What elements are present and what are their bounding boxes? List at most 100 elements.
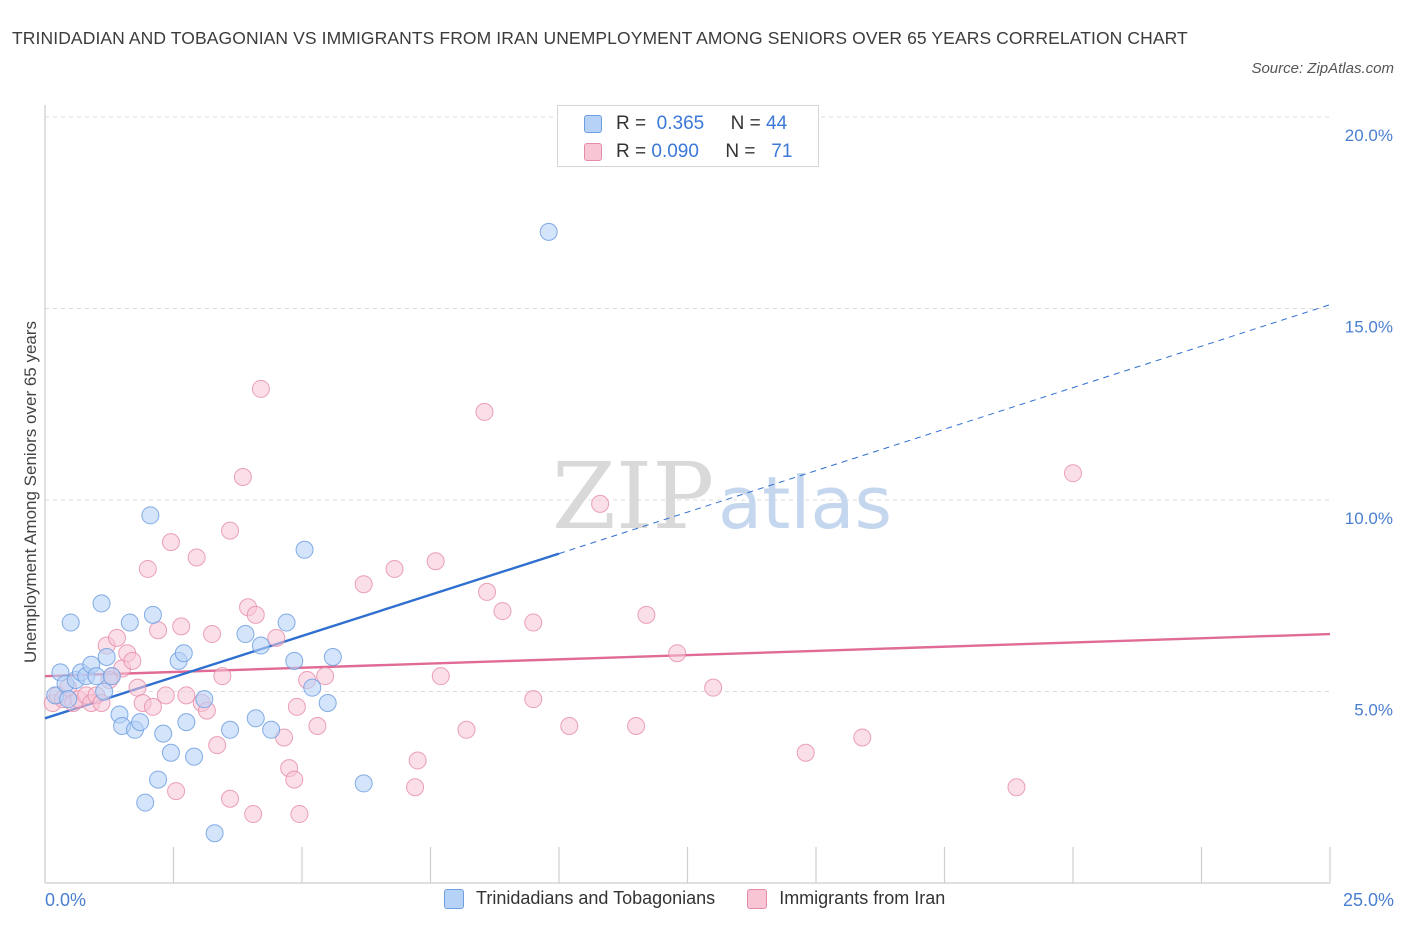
point-iran (853, 728, 872, 747)
point-iran (128, 678, 147, 697)
chart-title: TRINIDADIAN AND TOBAGONIAN VS IMMIGRANTS… (12, 28, 1188, 48)
legend-n-value: 71 (771, 141, 793, 162)
watermark-atlas: atlas (718, 461, 892, 545)
legend-swatch-blue (584, 115, 602, 133)
legend-r-value: 0.090 (651, 141, 699, 162)
point-iran (138, 559, 157, 578)
point-trinidad (205, 824, 224, 843)
watermark-zip: ZIP (552, 443, 714, 550)
point-iran (251, 379, 270, 398)
y-tick-label: 10.0% (1345, 509, 1393, 528)
watermark: ZIP atlas (552, 443, 892, 550)
correlation-legend: R = 0.365 N = 44 R = 0.090 N = 71 (557, 105, 819, 167)
point-trinidad (246, 709, 265, 728)
y-tick-label: 20.0% (1345, 126, 1393, 145)
axes-layer (44, 105, 1331, 884)
point-iran (167, 782, 186, 801)
point-iran (208, 736, 227, 755)
point-trinidad (285, 651, 304, 670)
point-trinidad (120, 613, 139, 632)
legend-n-value: 44 (766, 113, 788, 134)
point-iran (354, 575, 373, 594)
y-axis-title: Unemployment Among Seniors over 65 years (21, 321, 40, 663)
point-iran (161, 533, 180, 552)
point-trinidad (59, 690, 78, 709)
point-iran (213, 667, 232, 686)
legend-item-trinidad[interactable]: Trinidadians and Tobagonians (444, 888, 715, 909)
point-trinidad (354, 774, 373, 793)
y-tick-labels: 5.0% 10.0% 15.0% 20.0% (1345, 126, 1393, 720)
legend-r-value: 0.365 (656, 113, 705, 134)
point-iran (267, 628, 286, 647)
point-iran (187, 548, 206, 567)
point-iran (149, 621, 168, 640)
point-trinidad (177, 713, 196, 732)
legend-swatch-pink (747, 888, 768, 909)
point-iran (203, 625, 222, 644)
point-trinidad (136, 793, 155, 812)
point-trinidad (303, 678, 322, 697)
point-trinidad (161, 743, 180, 762)
point-iran (156, 686, 175, 705)
point-iran (668, 644, 687, 663)
point-trinidad (143, 605, 162, 624)
point-iran (493, 602, 512, 621)
point-trinidad (277, 613, 296, 632)
point-trinidad (97, 648, 116, 667)
point-trinidad (95, 682, 114, 701)
trend-trinidad-extension (558, 304, 1331, 555)
point-trinidad (262, 720, 281, 739)
point-iran (221, 521, 240, 540)
point-iran (478, 582, 497, 601)
point-iran (107, 628, 126, 647)
point-iran (704, 678, 723, 697)
point-iran (475, 402, 494, 421)
point-iran (177, 686, 196, 705)
point-iran (431, 667, 450, 686)
point-trinidad (131, 713, 150, 732)
point-iran (591, 494, 610, 513)
x-max-label: 25.0% (1342, 890, 1394, 910)
point-iran (233, 468, 252, 487)
y-tick-label: 15.0% (1345, 318, 1393, 337)
point-iran (406, 778, 425, 797)
point-iran (560, 716, 579, 735)
point-iran (123, 651, 142, 670)
point-trinidad (185, 747, 204, 766)
legend-label-iran: Immigrants from Iran (779, 888, 946, 908)
point-trinidad (149, 770, 168, 789)
source-credit: Source: ZipAtlas.com (1251, 60, 1394, 77)
point-iran (385, 559, 404, 578)
legend-r-label: R = (616, 113, 647, 134)
point-iran (1064, 464, 1082, 483)
point-iran (244, 805, 263, 824)
point-iran (143, 697, 162, 716)
point-iran (221, 789, 240, 808)
point-trinidad (195, 690, 214, 709)
point-iran (627, 716, 646, 735)
trend-iran-line (44, 632, 1331, 678)
point-trinidad (174, 644, 193, 663)
point-trinidad (141, 506, 160, 525)
y-tick-label: 5.0% (1354, 701, 1393, 720)
point-iran (308, 716, 327, 735)
point-trinidad (251, 636, 270, 655)
x-min-label: 0.0% (45, 890, 87, 910)
point-trinidad (87, 667, 106, 686)
legend-swatch-blue (444, 888, 464, 909)
point-iran (316, 667, 335, 686)
point-iran (408, 751, 427, 770)
point-trinidad (318, 693, 337, 712)
point-iran (285, 770, 304, 789)
point-trinidad (92, 594, 111, 613)
legend-item-iran[interactable]: Immigrants from Iran (747, 888, 945, 909)
point-iran (246, 605, 265, 624)
point-trinidad (221, 720, 240, 739)
point-trinidad (236, 625, 255, 644)
legend-row-trinidad: R = 0.365 N = 44 (584, 110, 787, 138)
series-legend: Trinidadians and Tobagonians Immigrants … (444, 888, 977, 909)
point-iran (290, 805, 309, 824)
grid-layer (45, 116, 1330, 692)
series-trinidad-points (46, 222, 558, 843)
